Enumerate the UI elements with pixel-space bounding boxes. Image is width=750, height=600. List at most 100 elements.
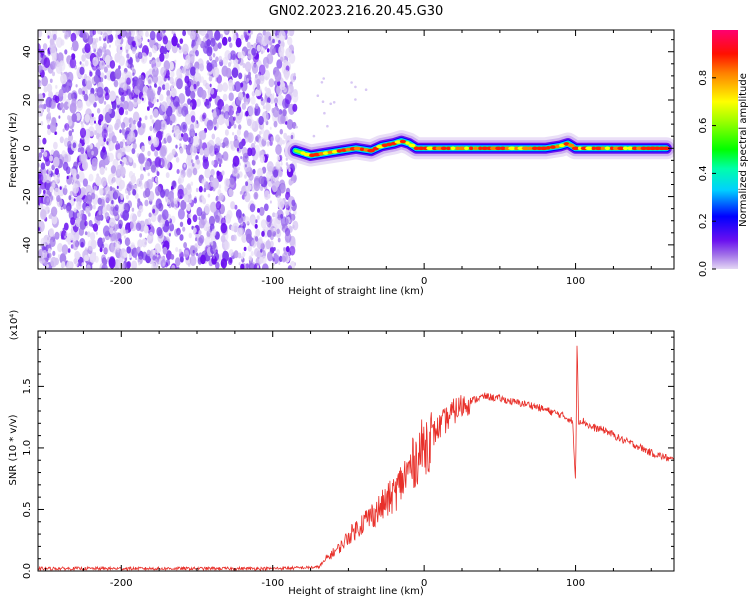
noise-blob	[258, 236, 263, 244]
noise-blob	[184, 85, 188, 91]
noise-blob	[278, 170, 283, 178]
noise-blob	[243, 160, 251, 172]
noise-blob	[188, 232, 192, 239]
noise-blob	[66, 205, 71, 214]
noise-blob	[72, 240, 79, 251]
noise-blob	[38, 189, 41, 195]
noise-blob	[250, 96, 256, 105]
noise-blob	[224, 111, 230, 120]
noise-blob	[55, 232, 59, 238]
stray-point	[323, 111, 326, 115]
noise-blob	[147, 150, 151, 157]
noise-blob	[269, 240, 274, 248]
y-tick-label: 40	[22, 45, 33, 58]
noise-blob	[152, 68, 156, 73]
noise-blob	[55, 188, 59, 193]
noise-blob	[231, 67, 239, 78]
noise-blob	[218, 55, 223, 63]
noise-blob	[147, 106, 150, 111]
noise-blob	[52, 250, 56, 256]
noise-blob	[285, 93, 292, 105]
noise-blob	[266, 141, 270, 147]
signal-peak	[432, 146, 438, 151]
noise-blob	[273, 218, 281, 231]
noise-blob	[94, 120, 96, 124]
noise-blob	[232, 34, 237, 41]
noise-blob	[162, 140, 165, 144]
x-tick-label: 100	[566, 276, 585, 287]
noise-blob	[50, 239, 54, 245]
noise-blob	[283, 132, 288, 140]
noise-blob	[189, 123, 195, 132]
noise-blob	[68, 130, 73, 137]
noise-blob	[204, 203, 211, 214]
noise-blob	[227, 257, 233, 265]
noise-blob	[137, 210, 142, 218]
noise-blob	[285, 209, 290, 216]
noise-blob	[186, 203, 191, 212]
noise-blob	[173, 202, 179, 210]
noise-blob	[154, 119, 162, 131]
noise-blob	[150, 164, 156, 173]
noise-blob	[114, 204, 119, 211]
noise-blob	[104, 54, 112, 66]
stray-point	[326, 124, 329, 128]
noise-blob	[73, 198, 76, 202]
noise-blob	[279, 128, 283, 135]
noise-blob	[228, 188, 234, 197]
spectrogram-x-ticks: -200 -100 0 100	[45, 30, 652, 287]
noise-blob	[284, 218, 289, 226]
signal-peak	[508, 146, 516, 151]
noise-blob	[61, 244, 69, 255]
noise-blob	[71, 113, 78, 123]
noise-blob	[109, 217, 116, 227]
noise-blob	[261, 230, 265, 237]
noise-blob	[144, 241, 147, 245]
noise-blob	[277, 156, 281, 161]
noise-blob	[94, 255, 99, 263]
noise-blob	[177, 106, 183, 115]
noise-blob	[145, 30, 149, 38]
noise-blob	[116, 185, 119, 189]
noise-blob	[68, 195, 72, 201]
noise-blob	[227, 36, 232, 43]
noise-blob	[59, 136, 64, 144]
snr-x-label: Height of straight line (km)	[288, 586, 424, 597]
noise-blob	[40, 53, 44, 58]
noise-blob	[173, 33, 177, 39]
noise-blob	[115, 30, 121, 35]
noise-blob	[112, 176, 116, 183]
noise-blob	[128, 241, 131, 245]
noise-blob	[81, 54, 86, 62]
noise-blob	[72, 174, 77, 181]
y-tick-label: 1.0	[22, 440, 33, 456]
noise-blob	[126, 30, 130, 33]
noise-blob	[49, 155, 54, 162]
noise-blob	[292, 103, 298, 112]
noise-blob	[132, 72, 135, 77]
noise-blob	[260, 219, 267, 229]
noise-blob	[126, 53, 130, 59]
noise-blob	[110, 165, 116, 174]
snr-x-ticks: -200 -100 0 100	[45, 331, 652, 589]
noise-blob	[251, 91, 256, 97]
signal-peak	[481, 146, 489, 151]
noise-blob	[278, 39, 281, 45]
noise-blob	[259, 185, 264, 192]
noise-blob	[205, 82, 210, 90]
noise-blob	[212, 117, 218, 125]
noise-blob	[62, 30, 66, 33]
noise-blob	[132, 41, 136, 47]
noise-blob	[254, 236, 259, 242]
noise-blob	[215, 136, 221, 146]
noise-blob	[73, 207, 77, 213]
colorbar-tick-label: 0.6	[698, 118, 709, 134]
noise-blob	[61, 150, 66, 158]
noise-blob	[215, 152, 223, 165]
noise-blob	[136, 78, 144, 90]
noise-blob	[148, 79, 152, 84]
noise-blob	[164, 219, 170, 227]
noise-blob	[242, 213, 245, 217]
noise-blob	[148, 51, 152, 58]
noise-blob	[119, 160, 122, 165]
